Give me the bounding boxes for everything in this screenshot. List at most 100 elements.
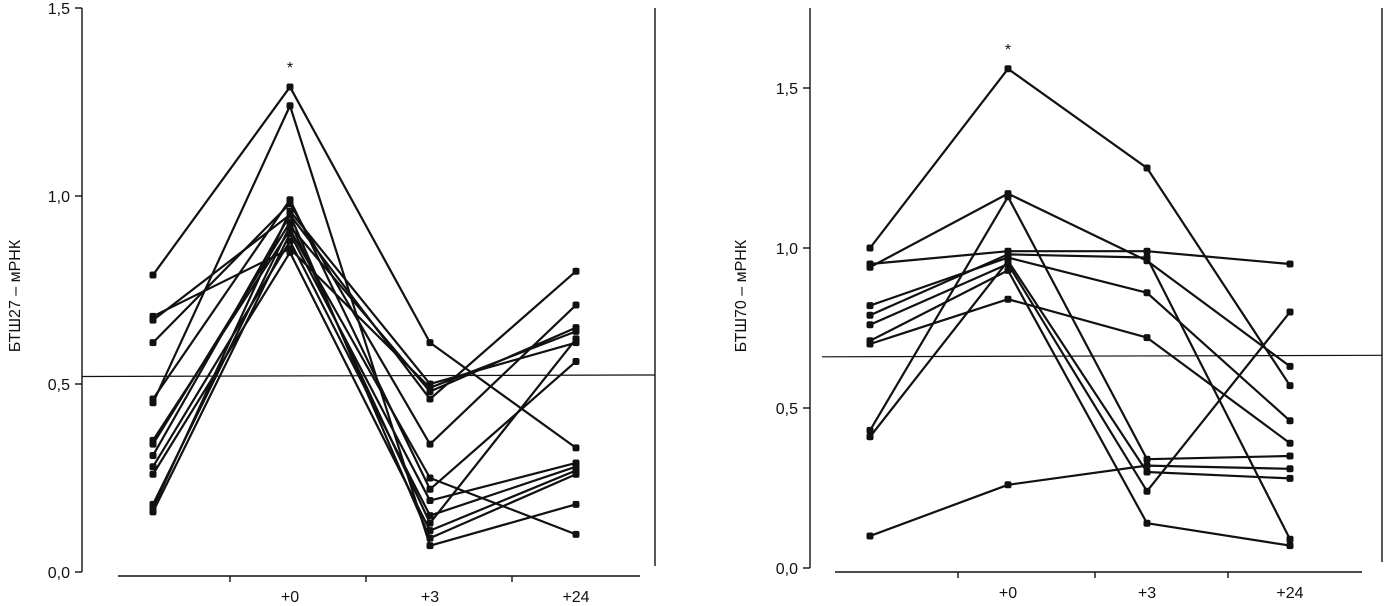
data-point xyxy=(572,301,580,309)
data-point xyxy=(1004,257,1012,265)
data-point xyxy=(426,512,434,520)
data-point xyxy=(572,459,580,467)
y-tick-label: 1,0 xyxy=(48,189,70,206)
data-point xyxy=(426,339,434,347)
data-point xyxy=(866,263,874,271)
series-line xyxy=(152,240,577,517)
data-point xyxy=(1004,481,1012,489)
y-axis-label: БТШ27 – мРНК xyxy=(7,239,24,352)
data-point xyxy=(1143,487,1151,495)
data-point xyxy=(1004,193,1012,201)
reference-line xyxy=(821,354,1383,358)
data-point xyxy=(866,311,874,319)
x-tick-label: +3 xyxy=(1138,585,1156,602)
data-point xyxy=(572,324,580,332)
data-point xyxy=(866,302,874,310)
data-point xyxy=(286,102,294,110)
x-tick-label: +24 xyxy=(562,589,589,606)
data-point xyxy=(426,474,434,482)
data-point xyxy=(572,444,580,452)
significance-star: * xyxy=(1005,42,1011,59)
data-point xyxy=(866,244,874,252)
data-point xyxy=(149,399,157,407)
series-line xyxy=(152,198,577,491)
chart-panel-1: 0,0 0,5 1,0 1,5 БТШ27 – мРНК +0 +3 +24 * xyxy=(7,1,656,606)
data-point xyxy=(1143,455,1151,463)
data-point xyxy=(149,440,157,448)
data-point xyxy=(1143,164,1151,172)
x-tick-label: +24 xyxy=(1276,585,1303,602)
series-line xyxy=(152,104,577,547)
x-tick-label: +0 xyxy=(281,589,299,606)
data-point xyxy=(426,440,434,448)
data-point xyxy=(426,527,434,535)
series-line xyxy=(152,209,577,509)
data-point xyxy=(1286,535,1294,543)
series-line xyxy=(869,67,1291,387)
data-point xyxy=(866,532,874,540)
data-point xyxy=(572,339,580,347)
data-point xyxy=(426,497,434,505)
y-tick-label: 0,5 xyxy=(776,401,798,418)
data-point xyxy=(866,433,874,441)
x-tick-label: +0 xyxy=(999,585,1017,602)
series-line xyxy=(869,464,1291,538)
series-line xyxy=(869,250,1291,266)
chart-panel-2: 0,0 0,5 1,0 1,5 БТШ70 – мРНК +0 +3 +24 * xyxy=(733,8,1383,602)
data-point xyxy=(1286,439,1294,447)
data-point xyxy=(286,230,294,238)
data-point xyxy=(1004,295,1012,303)
data-point xyxy=(1143,519,1151,527)
data-point xyxy=(1004,266,1012,274)
data-point xyxy=(1143,468,1151,476)
series-line xyxy=(152,224,577,505)
data-point xyxy=(1286,465,1294,473)
series-line xyxy=(869,195,1291,461)
data-point xyxy=(426,542,434,550)
data-point xyxy=(149,271,157,279)
data-point xyxy=(866,321,874,329)
data-point xyxy=(866,426,874,434)
data-point xyxy=(1286,382,1294,390)
data-point xyxy=(149,463,157,471)
data-point xyxy=(866,340,874,348)
data-point xyxy=(1286,308,1294,316)
y-axis-label: БТШ70 – мРНК xyxy=(733,239,750,352)
data-point xyxy=(426,485,434,493)
x-tick-label: +3 xyxy=(421,589,439,606)
y-tick-label: 1,0 xyxy=(776,241,798,258)
data-point xyxy=(149,451,157,459)
data-point xyxy=(286,222,294,230)
series-line xyxy=(869,269,1291,547)
series-line xyxy=(869,256,1291,422)
data-point xyxy=(572,530,580,538)
data-point xyxy=(1286,260,1294,268)
series-line xyxy=(869,298,1291,445)
data-point xyxy=(1143,254,1151,262)
data-point xyxy=(1286,362,1294,370)
data-point xyxy=(1286,542,1294,550)
data-point xyxy=(1004,65,1012,73)
data-point xyxy=(1143,247,1151,255)
data-point xyxy=(1286,474,1294,482)
data-point xyxy=(149,339,157,347)
data-point xyxy=(572,466,580,474)
y-tick-label: 0,5 xyxy=(48,377,70,394)
data-point xyxy=(426,380,434,388)
data-point xyxy=(1004,250,1012,258)
series-line xyxy=(869,262,1291,493)
significance-star: * xyxy=(287,60,293,77)
series-line xyxy=(152,213,577,401)
data-point xyxy=(149,508,157,516)
data-point xyxy=(572,357,580,365)
data-point xyxy=(286,196,294,204)
data-point xyxy=(1286,417,1294,425)
data-point xyxy=(572,500,580,508)
data-point xyxy=(149,316,157,324)
data-point xyxy=(286,248,294,256)
y-tick-label: 1,5 xyxy=(48,1,70,18)
series-line xyxy=(869,259,1291,480)
data-point xyxy=(149,470,157,478)
series-line xyxy=(869,192,1291,368)
